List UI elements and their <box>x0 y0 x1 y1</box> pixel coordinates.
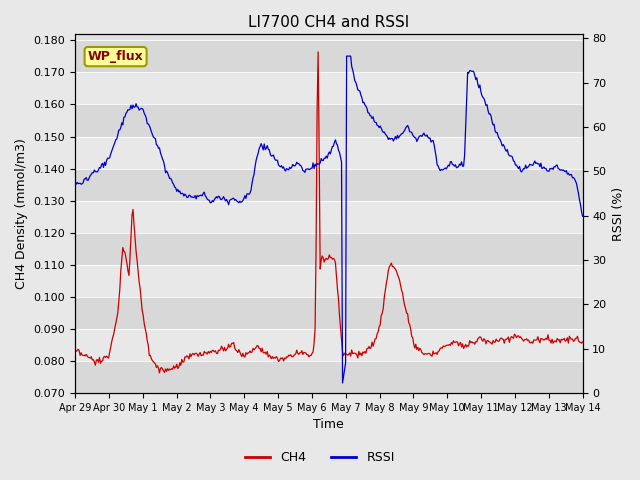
Bar <box>75 201 582 233</box>
Y-axis label: RSSI (%): RSSI (%) <box>612 186 625 240</box>
Bar <box>75 265 582 297</box>
Bar <box>75 297 582 329</box>
X-axis label: Time: Time <box>314 419 344 432</box>
Bar <box>75 233 582 265</box>
Legend: CH4, RSSI: CH4, RSSI <box>240 446 400 469</box>
Bar <box>75 137 582 168</box>
Title: LI7700 CH4 and RSSI: LI7700 CH4 and RSSI <box>248 15 410 30</box>
Bar <box>75 168 582 201</box>
Bar <box>75 329 582 361</box>
Bar <box>75 105 582 137</box>
Y-axis label: CH4 Density (mmol/m3): CH4 Density (mmol/m3) <box>15 138 28 289</box>
Bar <box>75 72 582 105</box>
Bar <box>75 40 582 72</box>
Bar <box>75 361 582 393</box>
Text: WP_flux: WP_flux <box>88 50 143 63</box>
